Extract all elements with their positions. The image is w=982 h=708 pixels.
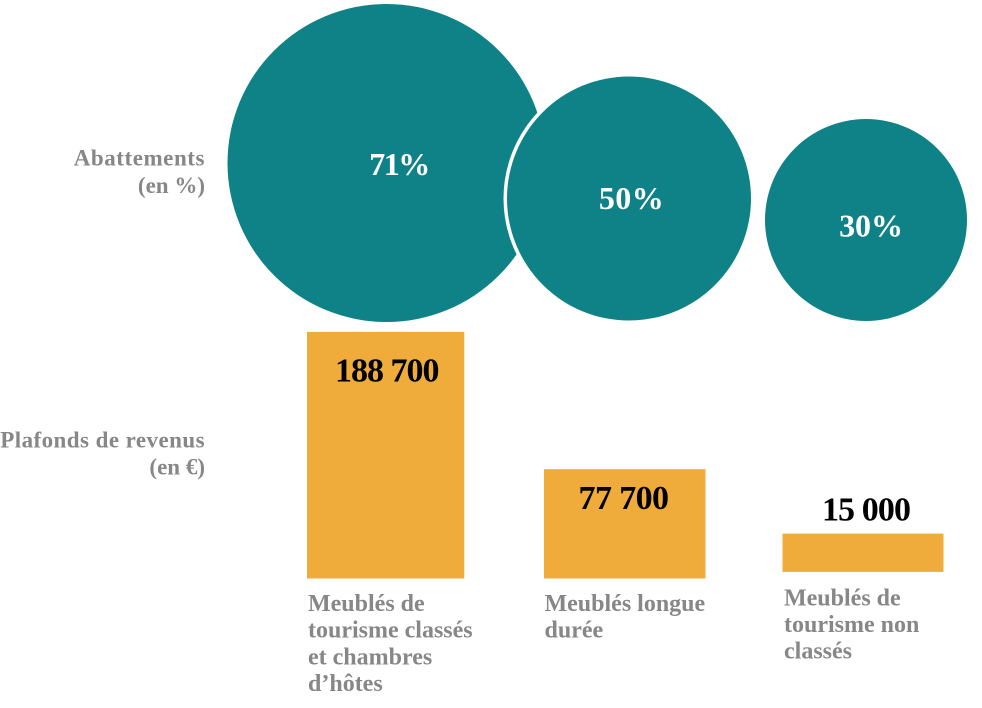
svg-text:d’hôtes: d’hôtes bbox=[308, 671, 383, 697]
svg-text:Meublés de: Meublés de bbox=[784, 585, 901, 611]
svg-text:classés: classés bbox=[784, 639, 852, 665]
svg-text:Abattements: Abattements bbox=[74, 146, 205, 171]
svg-text:et chambres: et chambres bbox=[308, 644, 432, 670]
svg-text:15 000: 15 000 bbox=[822, 492, 910, 529]
svg-text:Meublés longue: Meublés longue bbox=[545, 591, 706, 617]
svg-text:77 700: 77 700 bbox=[579, 480, 669, 517]
svg-text:durée: durée bbox=[545, 618, 604, 644]
svg-text:(en %): (en %) bbox=[138, 173, 205, 198]
svg-text:71%: 71% bbox=[369, 146, 429, 182]
svg-text:(en €): (en €) bbox=[149, 454, 205, 479]
svg-text:tourisme non: tourisme non bbox=[784, 612, 919, 638]
svg-text:tourisme classés: tourisme classés bbox=[308, 618, 473, 644]
svg-text:Meublés de: Meublés de bbox=[308, 591, 425, 617]
svg-text:188 700: 188 700 bbox=[335, 353, 439, 390]
svg-text:30%: 30% bbox=[839, 208, 903, 244]
svg-text:Plafonds de revenus: Plafonds de revenus bbox=[0, 428, 205, 453]
svg-text:50%: 50% bbox=[599, 180, 664, 216]
